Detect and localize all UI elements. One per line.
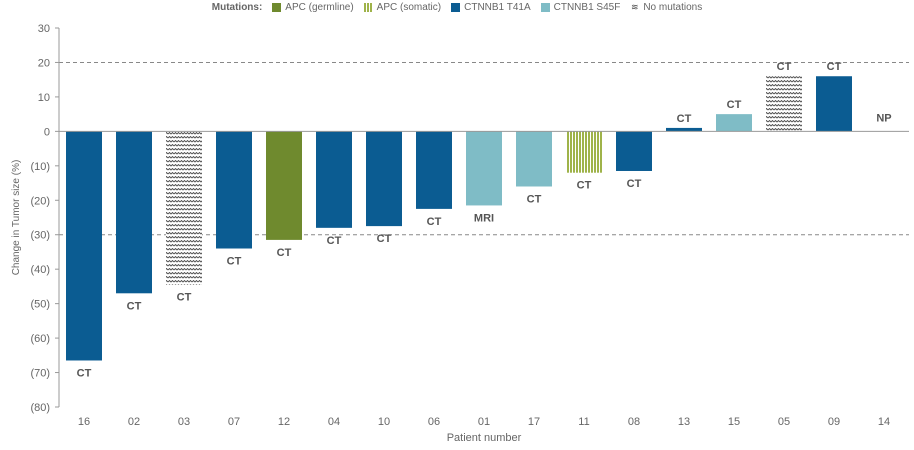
bar bbox=[416, 131, 452, 209]
y-axis-title: Change in Tumor size (%) bbox=[11, 160, 22, 276]
legend-label-t41a: CTNNB1 T41A bbox=[464, 1, 531, 13]
data-label: CT bbox=[627, 178, 642, 190]
legend-swatch-s45f bbox=[540, 2, 550, 12]
bar bbox=[116, 131, 152, 294]
legend-item-s45f: CTNNB1 S45F bbox=[540, 1, 621, 13]
bar bbox=[816, 76, 852, 132]
y-tick-label: (60) bbox=[30, 333, 50, 345]
y-tick-label: (10) bbox=[30, 161, 50, 173]
y-tick-label: 10 bbox=[38, 92, 50, 104]
data-label: CT bbox=[677, 113, 692, 125]
bar bbox=[316, 131, 352, 228]
data-label: CT bbox=[77, 367, 92, 379]
legend-title: Mutations: bbox=[211, 1, 263, 13]
data-label: CT bbox=[727, 99, 742, 111]
legend-swatch-t41a bbox=[451, 2, 461, 12]
x-tick-label: 10 bbox=[378, 416, 390, 428]
x-tick-label: 07 bbox=[228, 416, 240, 428]
x-tick-label: 09 bbox=[828, 416, 840, 428]
y-tick-label: 20 bbox=[38, 57, 50, 69]
bar bbox=[566, 131, 602, 173]
y-tick-label: (40) bbox=[30, 264, 50, 276]
data-label: MRI bbox=[474, 212, 494, 224]
data-label: CT bbox=[127, 300, 142, 312]
legend: Mutations: APC (germline) APC (somatic) … bbox=[0, 0, 914, 14]
data-label: CT bbox=[577, 180, 592, 192]
x-tick-label: 14 bbox=[878, 416, 890, 428]
x-tick-label: 13 bbox=[678, 416, 690, 428]
data-label: CT bbox=[327, 235, 342, 247]
data-label: CT bbox=[777, 61, 792, 73]
legend-label-apc-germline: APC (germline) bbox=[285, 1, 354, 13]
y-tick-label: (30) bbox=[30, 230, 50, 242]
legend-item-none: ≋ No mutations bbox=[630, 2, 702, 13]
bar bbox=[166, 131, 202, 285]
x-tick-label: 08 bbox=[628, 416, 640, 428]
legend-swatch-apc-somatic bbox=[363, 2, 373, 12]
bar bbox=[216, 131, 252, 249]
y-tick-label: (50) bbox=[30, 299, 50, 311]
x-tick-label: 05 bbox=[778, 416, 790, 428]
data-label: CT bbox=[227, 256, 242, 268]
data-label: CT bbox=[177, 292, 192, 304]
data-label: CT bbox=[427, 216, 442, 228]
data-label: CT bbox=[827, 61, 842, 73]
x-tick-label: 03 bbox=[178, 416, 190, 428]
data-label: CT bbox=[377, 233, 392, 245]
x-tick-label: 17 bbox=[528, 416, 540, 428]
y-tick-label: 30 bbox=[38, 23, 50, 35]
bar bbox=[466, 131, 502, 206]
x-tick-label: 16 bbox=[78, 416, 90, 428]
y-tick-label: (70) bbox=[30, 368, 50, 380]
legend-label-s45f: CTNNB1 S45F bbox=[553, 1, 621, 13]
x-tick-label: 04 bbox=[328, 416, 340, 428]
data-label: CT bbox=[527, 193, 542, 205]
legend-item-apc-somatic: APC (somatic) bbox=[363, 1, 442, 13]
wave-pattern-icon: ≋ bbox=[630, 1, 640, 12]
legend-item-t41a: CTNNB1 T41A bbox=[451, 2, 531, 13]
bar bbox=[766, 76, 802, 132]
bar bbox=[516, 131, 552, 187]
x-tick-label: 01 bbox=[478, 416, 490, 428]
x-tick-label: 11 bbox=[578, 416, 589, 428]
bar bbox=[66, 131, 102, 361]
x-tick-label: 12 bbox=[278, 416, 290, 428]
data-label: CT bbox=[277, 247, 292, 259]
bar bbox=[616, 131, 652, 171]
y-tick-label: (20) bbox=[30, 195, 50, 207]
y-tick-label: 0 bbox=[44, 126, 50, 138]
y-tick-label: (80) bbox=[30, 402, 50, 414]
x-axis-title: Patient number bbox=[447, 432, 522, 444]
bar bbox=[266, 131, 302, 240]
x-tick-label: 06 bbox=[428, 416, 440, 428]
bar bbox=[666, 127, 702, 132]
data-label: NP bbox=[876, 112, 891, 124]
legend-swatch-apc-germline bbox=[272, 2, 282, 12]
legend-item-apc-germline: APC (germline) bbox=[272, 1, 354, 13]
bar bbox=[716, 114, 752, 132]
legend-label-apc-somatic: APC (somatic) bbox=[376, 1, 442, 13]
x-tick-label: 02 bbox=[128, 416, 140, 428]
legend-label-none: No mutations bbox=[643, 1, 703, 13]
bar bbox=[366, 131, 402, 227]
x-tick-label: 15 bbox=[728, 416, 740, 428]
